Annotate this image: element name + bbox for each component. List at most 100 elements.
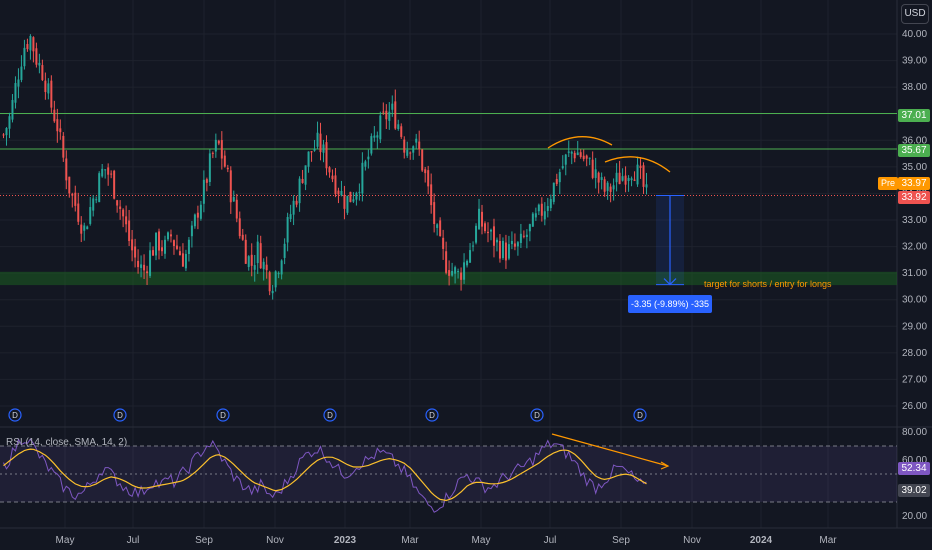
time-tick-label: Mar <box>401 535 419 546</box>
candle-body <box>122 209 125 217</box>
candle-body <box>472 245 475 247</box>
candle-body <box>615 172 618 183</box>
candle-body <box>418 141 421 150</box>
price-tick-label: 40.00 <box>902 29 927 40</box>
candle-body <box>172 240 175 246</box>
candle-body <box>44 80 47 93</box>
candle-body <box>576 152 579 156</box>
candle-body <box>74 192 77 206</box>
candle-body <box>501 240 504 259</box>
price-tick-label: 39.00 <box>902 56 927 67</box>
candle-body <box>630 178 633 181</box>
candle-body <box>17 79 20 87</box>
candle-body <box>283 243 286 258</box>
candle-body <box>259 243 262 269</box>
candle-body <box>181 253 184 267</box>
candle-body <box>83 225 86 231</box>
candle-body <box>211 152 214 154</box>
candle-body <box>391 103 394 110</box>
candle-body <box>361 162 364 194</box>
candle-body <box>591 159 594 178</box>
price-tick-label: 36.00 <box>902 135 927 146</box>
candle-body <box>313 149 316 151</box>
measure-label: -3.35 (-9.89%) -335 <box>628 295 712 313</box>
candle-body <box>38 62 41 66</box>
candle-body <box>92 198 95 211</box>
candle-body <box>385 110 388 120</box>
time-tick-label: Jul <box>544 535 557 546</box>
candle-body <box>486 231 489 234</box>
candle-body <box>549 199 552 209</box>
premarket-badge: Pre <box>878 177 898 190</box>
candle-body <box>62 135 65 158</box>
candle-body <box>564 154 567 165</box>
candle-body <box>489 229 492 232</box>
candle-body <box>525 234 528 237</box>
candle-body <box>86 226 89 230</box>
candle-body <box>349 191 352 203</box>
candle-body <box>95 199 98 201</box>
candle-body <box>394 101 397 129</box>
candle-body <box>307 151 310 167</box>
candle-body <box>588 157 591 159</box>
candle-body <box>71 193 74 196</box>
candle-body <box>280 260 283 275</box>
candle-body <box>439 220 442 237</box>
candle-body <box>504 242 507 261</box>
dividend-marker-label: D <box>534 411 540 420</box>
candle-body <box>397 124 400 130</box>
candle-body <box>558 172 561 183</box>
candle-body <box>612 185 615 190</box>
candle-body <box>169 234 172 237</box>
time-tick-label: Jul <box>127 535 140 546</box>
candle-body <box>597 172 600 183</box>
price-tick-label: 35.00 <box>902 162 927 173</box>
candle-body <box>463 262 466 280</box>
candle-body <box>540 203 543 216</box>
candle-body <box>286 217 289 243</box>
currency-button[interactable]: USD <box>901 4 929 24</box>
candle-body <box>104 169 107 171</box>
candle-body <box>379 115 382 140</box>
candle-body <box>469 250 472 263</box>
candle-body <box>265 264 268 271</box>
time-tick-label: May <box>56 535 75 546</box>
candle-body <box>442 237 445 249</box>
candle-body <box>152 250 155 256</box>
price-tick-label: 33.00 <box>902 215 927 226</box>
price-tick-label: 28.00 <box>902 348 927 359</box>
candle-body <box>600 177 603 180</box>
candle-body <box>208 153 211 182</box>
candle-body <box>355 192 358 200</box>
candle-body <box>128 220 131 242</box>
candle-body <box>430 184 433 206</box>
candle-body <box>262 261 265 270</box>
dividend-marker <box>633 408 647 422</box>
candle-body <box>8 116 11 129</box>
candle-body <box>184 253 187 269</box>
candle-body <box>235 199 238 219</box>
candle-body <box>436 224 439 228</box>
candle-body <box>352 199 355 202</box>
candle-body <box>409 152 412 154</box>
candle-body <box>140 264 143 268</box>
candle-body <box>53 109 56 122</box>
candle-body <box>253 265 256 270</box>
candle-body <box>642 165 645 187</box>
candle-body <box>125 216 128 225</box>
candle-body <box>247 256 250 268</box>
candle-body <box>89 207 92 224</box>
candle-body <box>466 260 469 266</box>
dividend-marker-label: D <box>429 411 435 420</box>
candle-body <box>334 175 337 195</box>
candle-body <box>155 232 158 256</box>
candle-body <box>205 179 208 183</box>
candle-body <box>232 197 235 202</box>
candle-body <box>582 155 585 160</box>
candle-body <box>59 128 62 133</box>
candle-body <box>546 206 549 211</box>
candle-body <box>567 151 570 153</box>
candle-body <box>543 211 546 220</box>
candle-body <box>77 203 80 222</box>
